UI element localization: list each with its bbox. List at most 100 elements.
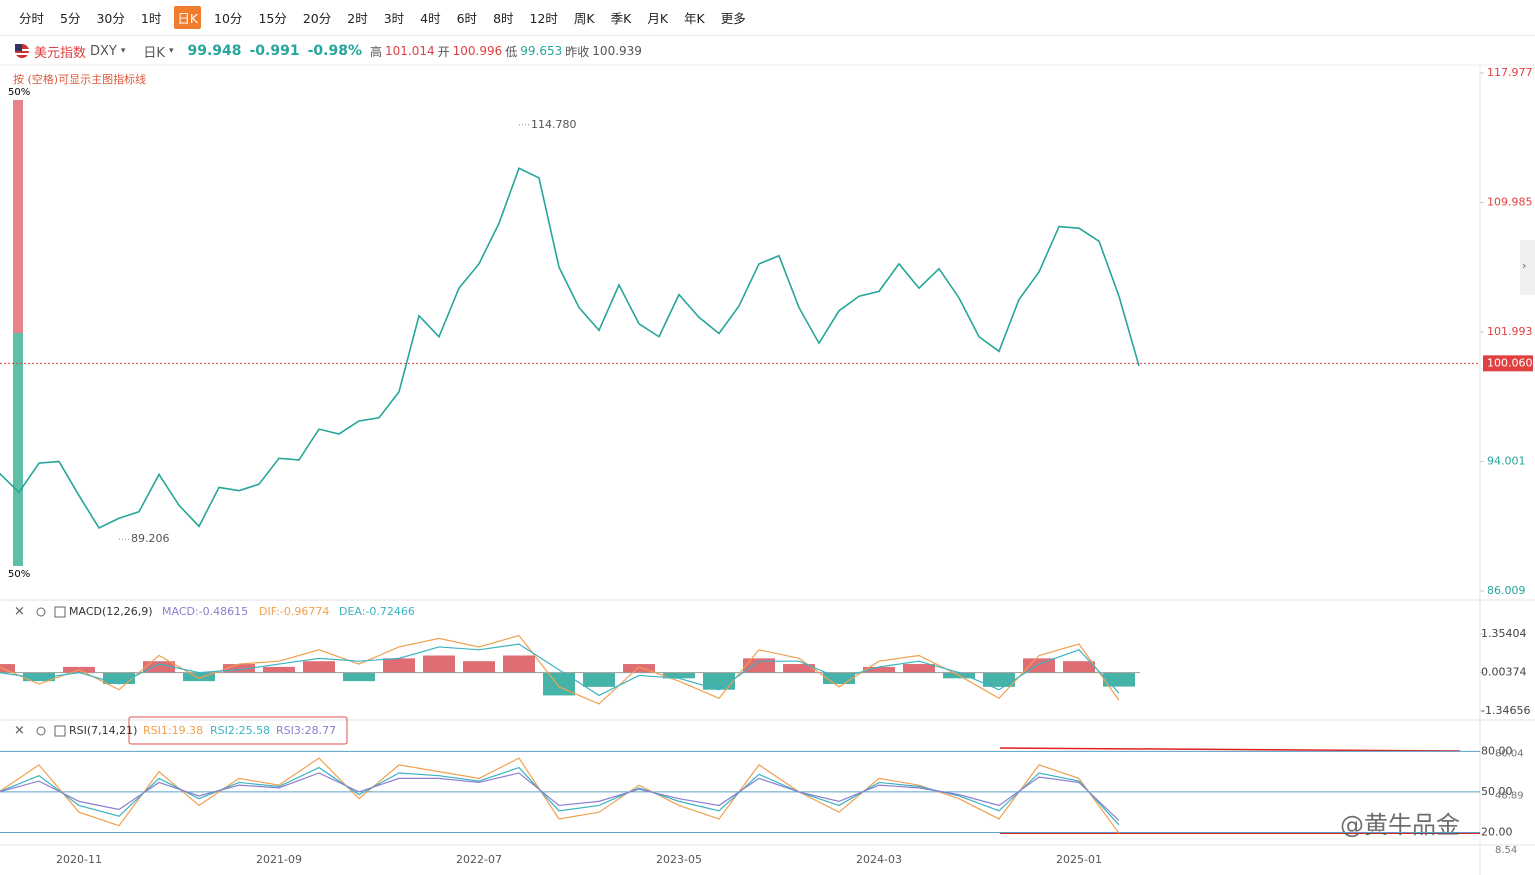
y-tick-label: 20.00 [1481, 825, 1513, 838]
header: 美元指数 DXY ▾ 日K ▾ 99.948 -0.991 -0.98% 高 101.01… [14, 40, 645, 62]
price: 99.948 [187, 43, 242, 59]
macd-bar [223, 664, 255, 673]
y-tick-label: 1.35404 [1481, 627, 1527, 640]
watermark: @黄牛品金 [1340, 811, 1460, 839]
low: 99.653 [520, 44, 563, 58]
macd-bar [623, 664, 655, 673]
macd-bar [663, 672, 695, 679]
macd-bar [1063, 661, 1095, 673]
toolbar-item[interactable]: 5分 [60, 11, 81, 26]
indicator-line [0, 643, 1120, 697]
panel-toggle [54, 725, 66, 737]
panel-settings [36, 607, 46, 617]
toolbar-item[interactable]: 季K [610, 11, 632, 26]
indicator-line [0, 772, 1120, 822]
indicator-line [0, 766, 1120, 826]
side-toggle[interactable] [1520, 240, 1535, 295]
macd-bar [143, 661, 175, 673]
indicator-value: RSI2:25.58 [210, 724, 270, 737]
y-tick-label: 86.009 [1487, 584, 1526, 597]
macd-bar [823, 672, 855, 685]
macd-bar [423, 655, 455, 673]
annotation: 114.780 [531, 118, 577, 131]
macd-bar [343, 672, 375, 682]
toolbar-item[interactable]: 月K [647, 11, 669, 26]
label: 低 [505, 44, 518, 59]
toolbar-item[interactable]: 4时 [420, 11, 441, 26]
macd-bar [543, 672, 575, 696]
indicator-value: MACD:-0.48615 [162, 605, 248, 618]
hint: 按 (空格)可显示主图指标线 [13, 73, 147, 86]
macd-bar [983, 672, 1015, 687]
toolbar-item[interactable]: 8时 [493, 11, 514, 26]
label: 高 [369, 44, 382, 59]
period[interactable]: 日K [143, 45, 165, 61]
panel-title: MACD(12,26,9) [69, 605, 153, 618]
y-tick-label: 94.001 [1487, 455, 1526, 468]
toolbar-item[interactable]: 3时 [383, 11, 405, 26]
macd-bar [863, 666, 895, 673]
y-tick-label: 101.993 [1487, 325, 1533, 338]
macd-bar [503, 655, 535, 673]
toolbar: 分时 5分 30分 1时 日K 10分 15分 20分 2时 3时 4时 6时 8时 12时 周K 季K 月K 年… [0, 0, 1535, 36]
y-tick-label: 109.985 [1487, 196, 1533, 209]
toolbar-item[interactable]: 30分 [96, 11, 125, 26]
toolbar-item[interactable]: 10分 [214, 11, 243, 26]
toolbar-item[interactable]: 分时 [19, 11, 45, 26]
toolbar-item[interactable]: 2时 [347, 11, 368, 26]
macd-bar [703, 672, 735, 690]
toolbar-item[interactable]: 12时 [529, 11, 558, 26]
highlight-box [128, 716, 348, 745]
open: 100.996 [452, 44, 503, 58]
gauge-top [13, 100, 23, 333]
panel-toggle [54, 606, 66, 618]
value-tag: 8.54 [1495, 845, 1517, 856]
toolbar-item[interactable]: 1时 [140, 11, 162, 26]
macd-bar [1023, 658, 1055, 673]
indicator-line [0, 634, 1120, 705]
toolbar-item[interactable]: 周K [573, 11, 595, 26]
x-tick-label: 2024-03 [856, 853, 902, 866]
toolbar-item[interactable]: 6时 [456, 11, 478, 26]
gauge-bottom [13, 333, 23, 566]
panel-settings [36, 726, 46, 736]
macd-bar [63, 666, 95, 673]
macd-bar [783, 664, 815, 673]
indicator-value: RSI1:19.38 [143, 724, 203, 737]
toolbar-item[interactable]: 更多 [720, 11, 746, 26]
toolbar-item[interactable]: 20分 [302, 11, 332, 26]
flag [15, 44, 29, 58]
trend-line [999, 747, 1461, 752]
macd-bar [263, 666, 295, 673]
label: 昨收 [565, 44, 590, 59]
macd-bar [743, 658, 775, 673]
value-tag: 80.04 [1495, 748, 1524, 759]
x-tick-label: 2022-07 [456, 853, 502, 866]
x-tick-label: 2025-01 [1056, 853, 1102, 866]
annotation: 89.206 [131, 532, 170, 545]
high: 101.014 [385, 44, 435, 58]
macd-bar [943, 672, 975, 679]
indicator-value: DEA:-0.72466 [339, 605, 415, 618]
toolbar-item[interactable]: 15分 [258, 11, 287, 26]
current-price-label: 100.060 [1487, 356, 1533, 369]
change: -0.991 [249, 43, 300, 59]
value-tag: 48.89 [1495, 790, 1524, 801]
macd-bar [1103, 672, 1135, 687]
macd-bar [183, 672, 215, 682]
macd-bar [383, 658, 415, 673]
toolbar-item[interactable]: 年K [684, 11, 705, 26]
symbol-name: 美元指数 [34, 45, 87, 61]
macd-bar [23, 672, 55, 682]
toolbar-item[interactable]: 日K [174, 6, 202, 29]
panel-title: RSI(7,14,21) [69, 724, 137, 737]
macd-bar [463, 661, 495, 673]
indicator-value: DIF:-0.96774 [259, 605, 329, 618]
x-tick-label: 2023-05 [656, 853, 702, 866]
label: 开 [437, 44, 450, 59]
gauge-label: 50% [8, 87, 30, 98]
price-line [0, 167, 1140, 529]
change-pct: -0.98% [307, 43, 362, 59]
